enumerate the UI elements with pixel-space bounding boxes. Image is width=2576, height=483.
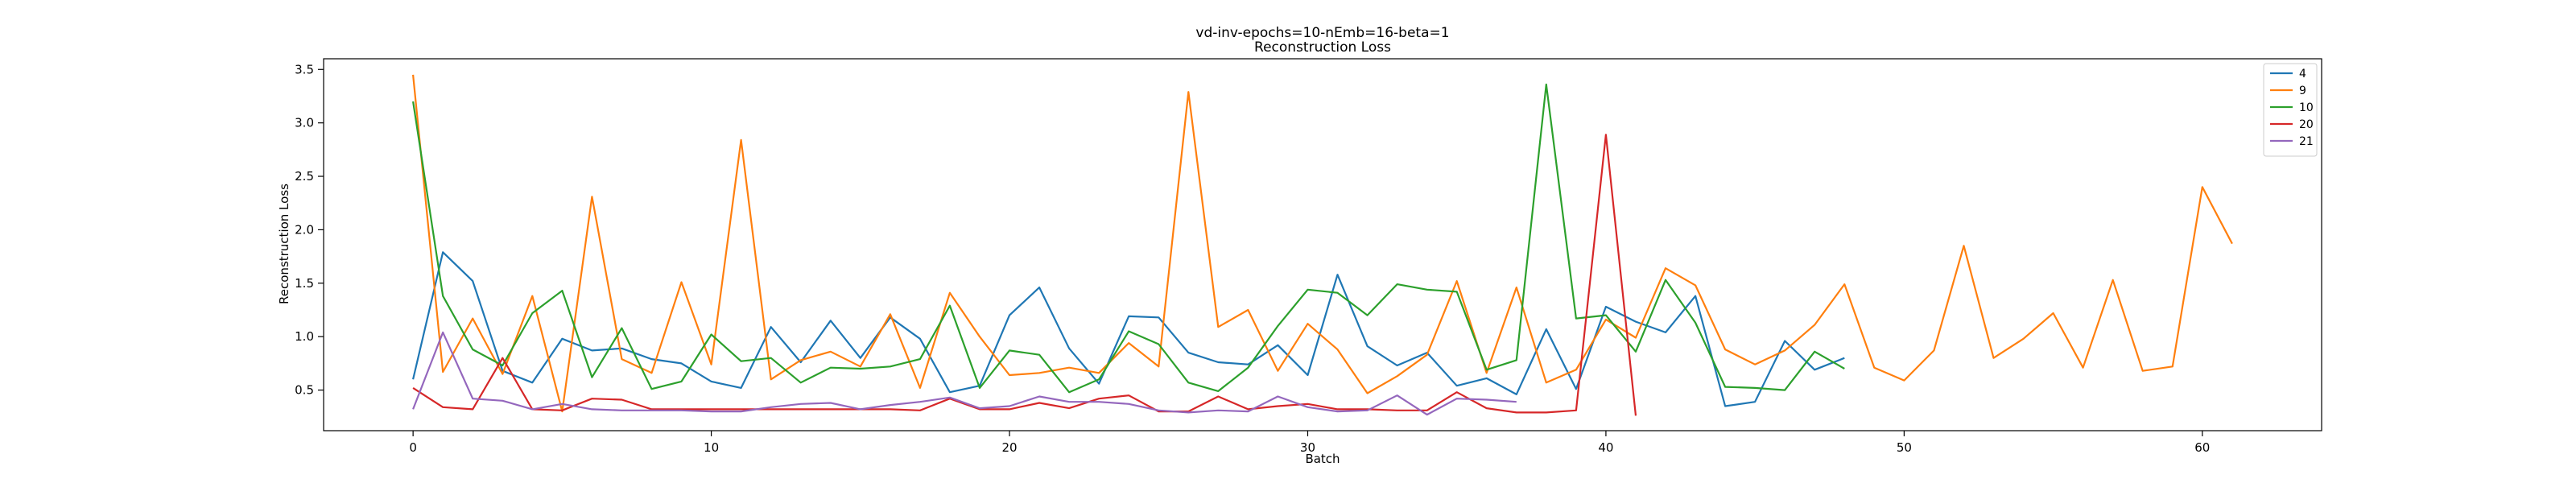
x-tick-label: 0 [409,440,417,455]
y-tick-label: 1.5 [295,276,314,291]
y-tick-label: 1.0 [295,329,314,344]
legend-label-20: 20 [2299,118,2314,131]
legend-label-21: 21 [2299,135,2314,148]
x-tick-label: 20 [1001,440,1017,455]
series-line-21 [412,331,1517,416]
x-axis-label: Batch [1305,452,1340,466]
series-line-20 [412,134,1637,416]
y-tick-label: 2.5 [295,169,314,184]
series-lines [412,74,2233,416]
series-line-10 [412,83,1845,394]
x-tick-label: 10 [704,440,719,455]
series-line-9 [412,74,2233,413]
series-line-4 [412,251,1845,407]
y-tick-label: 3.0 [295,116,314,130]
y-axis: 0.5 1.0 1.5 2.0 2.5 3.0 3.5 [295,62,324,398]
plot-frame [323,58,2322,431]
chart-subtitle: Reconstruction Loss [1254,39,1391,56]
x-axis: 0 10 20 30 40 50 60 [409,431,2210,455]
y-tick-label: 3.5 [295,62,314,76]
chart-title: vd-inv-epochs=10-nEmb=16-beta=1 [1195,25,1449,41]
legend-box [2263,63,2318,157]
x-tick-label: 50 [1897,440,1912,455]
y-tick-label: 2.0 [295,222,314,237]
legend-label-9: 9 [2299,85,2306,97]
y-axis-label: Reconstruction Loss [277,184,291,304]
x-tick-label: 60 [2194,440,2210,455]
legend-label-10: 10 [2299,101,2314,114]
y-tick-label: 0.5 [295,383,314,398]
x-tick-label: 40 [1598,440,1613,455]
legend-label-4: 4 [2299,68,2306,80]
x-tick-label: 30 [1300,440,1315,455]
legend: 4 9 10 20 21 [2263,63,2318,157]
